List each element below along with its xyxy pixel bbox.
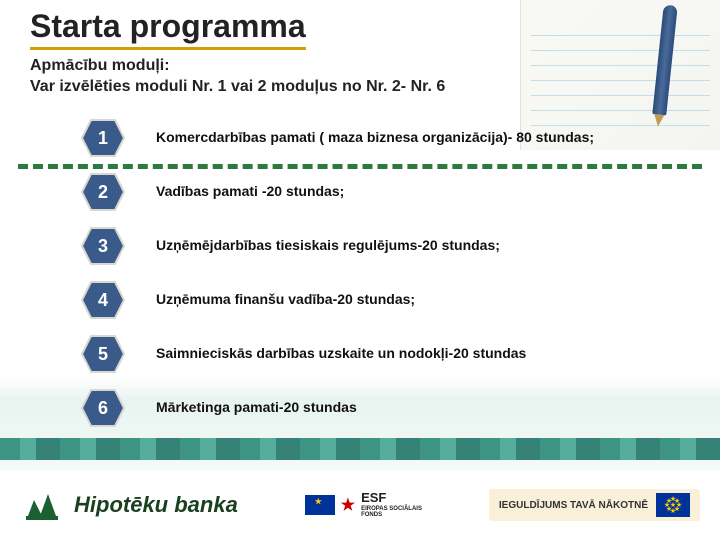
esf-sub1: EIROPAS SOCIĀLAIS [361,506,422,513]
esf-label: ESF [361,491,422,505]
eu-flag-icon [656,493,690,517]
module-hexagon: 1 [80,118,126,158]
page-title: Starta programma [30,8,306,50]
hipoteku-text: Hipotēku banka [74,492,238,518]
module-text: Mārketinga pamati-20 stundas [156,399,357,417]
module-hexagon: 4 [80,280,126,320]
module-number: 3 [98,236,108,257]
module-hexagon: 6 [80,388,126,428]
module-row: 5 Saimnieciskās darbības uzskaite un nod… [80,334,640,374]
module-number: 4 [98,290,108,311]
esf-star-icon: ★ [341,495,355,515]
subtitle-line-1: Apmācību moduļi: [30,56,445,77]
esf-text-block: ESF EIROPAS SOCIĀLAIS FONDS [361,491,422,518]
footer: Hipotēku banka ★ ESF EIROPAS SOCIĀLAIS F… [0,470,720,540]
module-text: Vadības pamati -20 stundas; [156,183,344,201]
eu-badge: IEGULDĪJUMS TAVĀ NĀKOTNĒ [489,489,700,521]
eu-badge-text: IEGULDĪJUMS TAVĀ NĀKOTNĒ [499,500,648,511]
module-text: Uzņēmuma finanšu vadība-20 stundas; [156,291,415,309]
esf-logo: ★ ESF EIROPAS SOCIĀLAIS FONDS [305,491,422,518]
module-text: Komercdarbības pamati ( maza biznesa org… [156,129,594,147]
module-hexagon: 3 [80,226,126,266]
module-number: 1 [98,128,108,149]
module-number: 6 [98,398,108,419]
module-text: Uzņēmējdarbības tiesiskais regulējums-20… [156,237,500,255]
dashed-separator [18,164,702,169]
module-number: 2 [98,182,108,203]
page-subtitle: Apmācību moduļi: Var izvēlēties moduli N… [30,56,445,98]
teal-decorative-band [0,438,720,460]
module-row: 2 Vadības pamati -20 stundas; [80,172,640,212]
hipoteku-logo: Hipotēku banka [20,486,238,524]
esf-sub2: FONDS [361,512,422,519]
module-hexagon: 2 [80,172,126,212]
module-row: 4 Uzņēmuma finanšu vadība-20 stundas; [80,280,640,320]
module-row: 1 Komercdarbības pamati ( maza biznesa o… [80,118,640,158]
module-row: 6 Mārketinga pamati-20 stundas [80,388,640,428]
esf-flag-icon [305,495,335,515]
subtitle-line-2: Var izvēlēties moduli Nr. 1 vai 2 moduļu… [30,77,445,98]
module-row: 3 Uzņēmējdarbības tiesiskais regulējums-… [80,226,640,266]
module-text: Saimnieciskās darbības uzskaite un nodok… [156,345,526,363]
module-number: 5 [98,344,108,365]
module-hexagon: 5 [80,334,126,374]
hipoteku-icon [20,486,64,524]
